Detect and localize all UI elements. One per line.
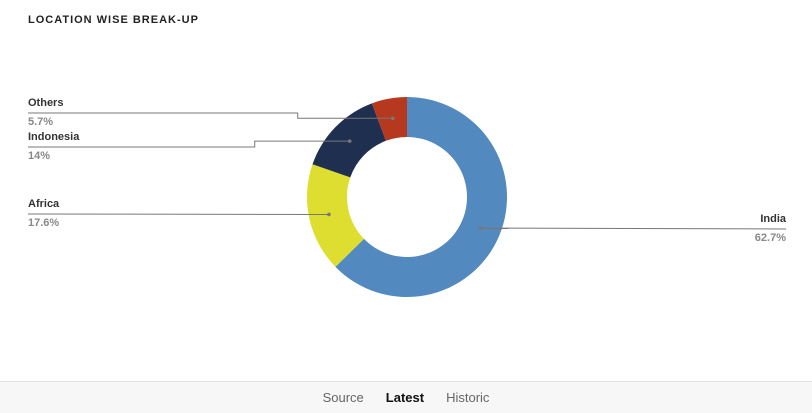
donut-slice [335, 97, 507, 297]
donut-slice [371, 97, 407, 141]
slice-value: 5.7% [28, 116, 53, 128]
slice-label: Africa [28, 198, 60, 210]
tab[interactable]: Latest [385, 390, 425, 405]
leader-dot [478, 226, 483, 230]
slice-value: 62.7% [755, 232, 786, 244]
slice-value: 17.6% [28, 217, 59, 229]
tab[interactable]: Historic [446, 390, 490, 405]
leader-dot [347, 139, 352, 143]
slice-label: Indonesia [28, 131, 80, 143]
chart-title: LOCATION WISE BREAK-UP [28, 14, 199, 26]
slice-value: 14% [28, 150, 50, 162]
leader-dot [327, 212, 331, 217]
chart: LOCATION WISE BREAK-UP India 62.7% Africa 1… [27, 14, 787, 297]
leader-line [480, 227, 787, 230]
leader-line [28, 112, 393, 119]
slice-label: Others [28, 97, 63, 109]
slice-label: India [760, 213, 787, 225]
donut-slice [307, 164, 365, 267]
tab-bar: Source Latest Historic [0, 381, 812, 413]
leader-line [28, 140, 350, 148]
tab[interactable]: Source [322, 390, 364, 405]
leader-dot [390, 116, 395, 121]
